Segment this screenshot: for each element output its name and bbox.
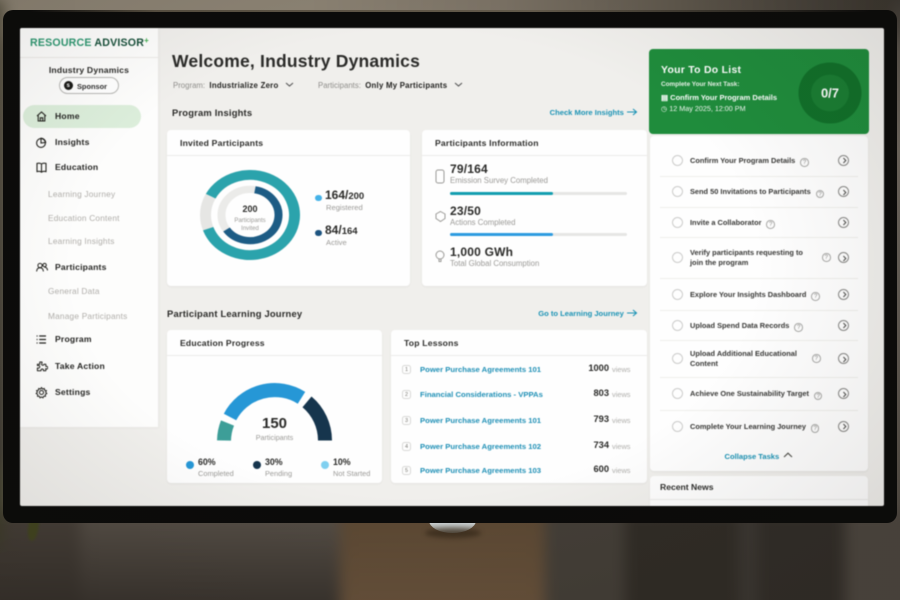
svg-text:0/7: 0/7 [821,86,839,101]
svg-text:Participants: Participants [234,218,265,224]
svg-text:200: 200 [242,204,257,214]
svg-text:Invited: Invited [241,226,259,232]
